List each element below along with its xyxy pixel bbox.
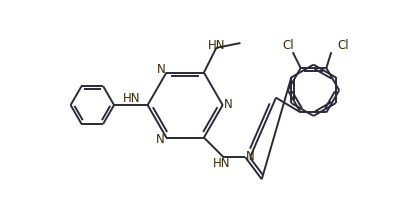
Text: HN: HN: [208, 39, 225, 52]
Text: N: N: [246, 150, 255, 163]
Text: N: N: [156, 133, 165, 146]
Text: HN: HN: [123, 92, 141, 105]
Text: Cl: Cl: [282, 39, 294, 52]
Text: N: N: [157, 63, 166, 76]
Text: N: N: [224, 98, 233, 111]
Text: HN: HN: [213, 156, 230, 170]
Text: Cl: Cl: [337, 39, 349, 52]
